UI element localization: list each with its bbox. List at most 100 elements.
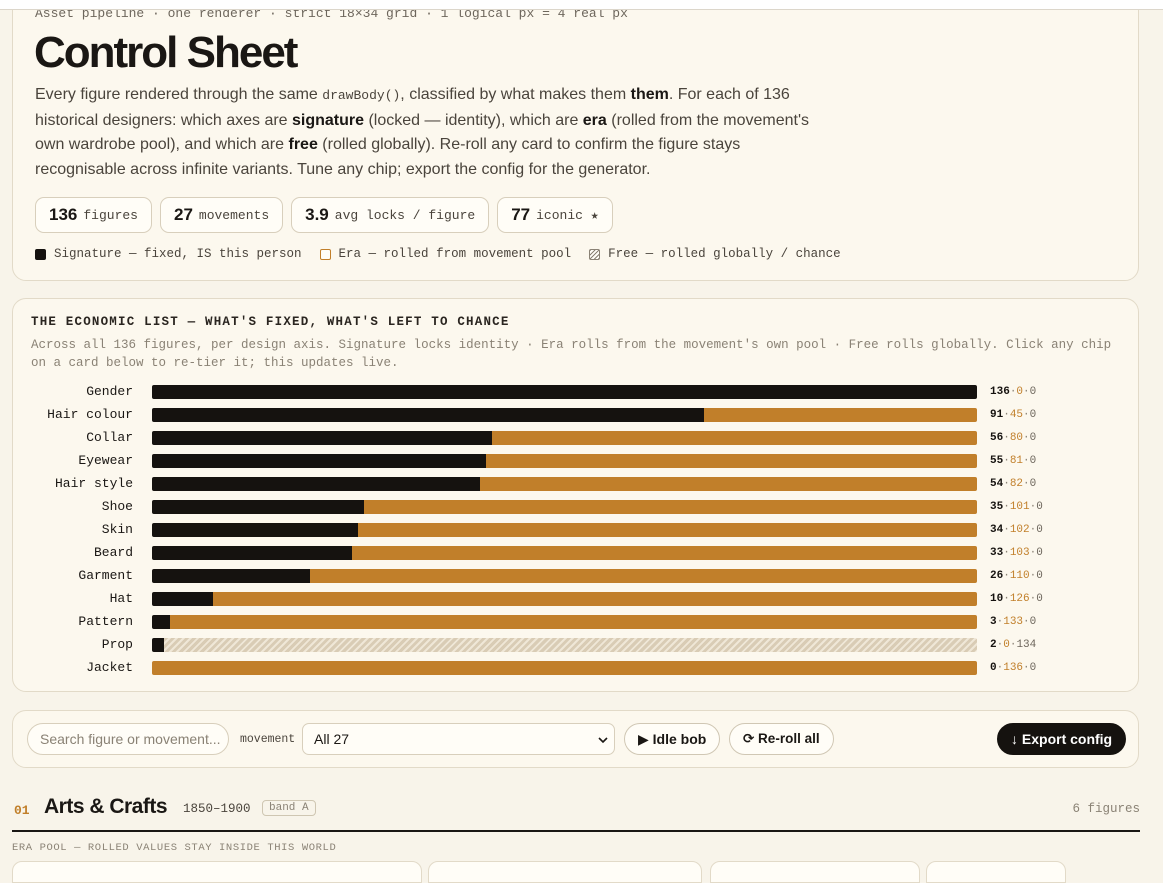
figure-card[interactable]: [428, 861, 702, 883]
value-label: 0: [1029, 616, 1037, 628]
search-input[interactable]: Search figure or movement...: [27, 723, 229, 755]
bar-row: Jacket 0·136·0: [13, 660, 1133, 676]
bar-segment: [152, 592, 213, 606]
section-note: ERA POOL — ROLLED VALUES STAY INSIDE THI…: [12, 842, 337, 854]
value-separator: ·: [996, 616, 1004, 628]
bar-segment: [152, 569, 310, 583]
value-labels: 136·0·0: [990, 384, 1036, 400]
bar-segment: [152, 615, 171, 629]
bar-segment: [364, 500, 977, 514]
value-label: 55: [990, 455, 1004, 467]
stat-pill: 136 figures: [35, 197, 152, 233]
category-label: Hat: [109, 591, 133, 606]
stats: 136 figures 27 movements 3.9 avg locks / figu…: [35, 197, 613, 233]
figure-card[interactable]: [12, 861, 422, 883]
value-labels: 56·80·0: [990, 430, 1036, 446]
bar-segment: [164, 638, 977, 652]
value-label: 136: [1003, 662, 1024, 674]
bar-track: [152, 385, 977, 399]
category-label: Collar: [86, 430, 133, 445]
value-label: 33: [990, 547, 1004, 559]
bar-row: Hair style 54·82·0: [13, 476, 1133, 492]
value-labels: 3·133·0: [990, 614, 1036, 630]
value-label: 110: [1009, 570, 1030, 582]
value-label: 133: [1003, 616, 1024, 628]
value-separator: ·: [1029, 547, 1037, 559]
bar-track: [152, 592, 977, 606]
value-labels: 26·110·0: [990, 568, 1043, 584]
intro-text: drawBody(): [322, 88, 401, 103]
bar-segment: [358, 523, 977, 537]
value-label: 82: [1009, 478, 1024, 490]
legend: Signature — fixed, IS this person Era — r…: [35, 247, 841, 261]
value-label: 0: [1036, 501, 1043, 513]
intro-text: free: [288, 136, 318, 154]
intro-text: (rolled globally). Re-roll any card to c…: [35, 136, 741, 178]
value-separator: ·: [1023, 616, 1030, 628]
value-labels: 2·0·134: [990, 637, 1036, 653]
movement-label: movement: [240, 733, 296, 746]
stat-label: avg locks / figure: [334, 207, 476, 223]
bar-row: Beard 33·103·0: [13, 545, 1133, 561]
value-label: 45: [1009, 409, 1024, 421]
stat-pill: 77 iconic ★: [497, 197, 613, 233]
page-title: Control Sheet: [34, 28, 298, 77]
section-header: 01 Arts & Crafts 1850–1900 band A 6 figu…: [12, 792, 1140, 832]
value-label: 0: [1036, 570, 1043, 582]
legend-swatch: [35, 248, 46, 260]
value-label: 0: [1029, 409, 1037, 421]
value-label: 0: [1036, 524, 1043, 536]
bar-row: Gender 136·0·0: [13, 384, 1133, 400]
stat-pill: 3.9 avg locks / figure: [291, 197, 490, 233]
legend-item: Free — rolled globally / chance: [589, 247, 841, 261]
idle-button[interactable]: ▶ Idle bob: [624, 723, 721, 755]
reroll-button[interactable]: ⟳ Re-roll all: [729, 723, 834, 755]
bar-track: [152, 431, 977, 445]
value-label: 91: [990, 409, 1004, 421]
bar-segment: [352, 546, 977, 560]
bar-segment: [152, 477, 480, 491]
figure-card[interactable]: [926, 861, 1066, 883]
intro-text: (locked — identity), which are: [364, 111, 583, 129]
value-label: 0: [1003, 639, 1010, 651]
intro-text: . For each of 136 historical designers: …: [35, 86, 790, 129]
stat-label: iconic ★: [536, 207, 599, 223]
value-label: 10: [990, 593, 1004, 605]
stat-value: 3.9: [305, 205, 329, 224]
bar-track: [152, 500, 977, 514]
value-label: 54: [990, 478, 1004, 490]
category-label: Hair style: [54, 476, 133, 491]
category-label: Shoe: [101, 499, 133, 514]
value-labels: 0·136·0: [990, 660, 1036, 676]
figure-card[interactable]: [710, 861, 920, 883]
value-label: 0: [1029, 386, 1037, 398]
browser-edge: [0, 0, 1163, 10]
bar-row: Pattern 3·133·0: [13, 614, 1133, 630]
intro-text: them: [630, 86, 669, 103]
intro-text: Every figure rendered through the same: [35, 86, 323, 103]
economic-list-card: THE ECONOMIC LIST — WHAT'S FIXED, WHAT'S…: [12, 298, 1139, 692]
value-label: 136: [990, 386, 1010, 398]
legend-item: Era — rolled from movement pool: [319, 247, 571, 261]
bar-track: [152, 546, 977, 560]
movement-select[interactable]: All 27: [302, 723, 615, 755]
bar-segment: [152, 638, 165, 652]
export-button[interactable]: ↓ Export config: [997, 723, 1127, 755]
value-separator: ·: [1003, 593, 1010, 605]
bar-track: [152, 615, 977, 629]
bar-segment: [152, 454, 486, 468]
bar-track: [152, 454, 977, 468]
bar-track: [152, 569, 977, 583]
value-labels: 54·82·0: [990, 476, 1036, 492]
bar-segment: [479, 477, 977, 491]
value-separator: ·: [1023, 455, 1030, 467]
value-label: 80: [1009, 432, 1024, 444]
value-separator: ·: [1029, 524, 1037, 536]
value-label: 0: [1029, 478, 1037, 490]
bar-track: [152, 477, 977, 491]
bar-row: Hat 10·126·0: [13, 591, 1133, 607]
value-labels: 55·81·0: [990, 453, 1036, 469]
hero-card: Asset pipeline · one renderer · strict 1…: [12, 0, 1139, 281]
value-separator: ·: [1003, 409, 1010, 421]
